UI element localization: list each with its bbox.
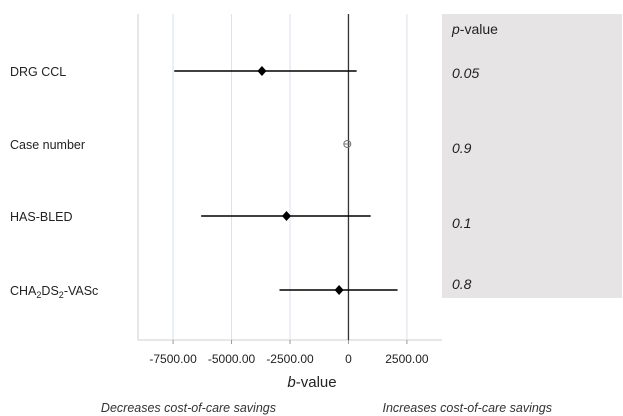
forest-rows: DRG CCL 0.05 Case number 0.9 HAS-BLED 0.1 CHA2…	[10, 65, 479, 300]
category-label: Case number	[10, 138, 85, 152]
category-label: CHA2DS2-VASc	[10, 284, 98, 300]
estimate-marker	[281, 211, 291, 221]
category-label: HAS-BLED	[10, 210, 73, 224]
x-axis-label: b-value	[287, 374, 336, 391]
p-value-panel	[442, 14, 622, 298]
x-tick-label: 0	[345, 352, 352, 366]
p-value: 0.9	[452, 140, 472, 156]
x-tick-label: -7500.00	[149, 352, 197, 366]
p-value-header: p-value	[451, 21, 498, 37]
p-value: 0.05	[452, 65, 479, 81]
x-tick-label: -5000.00	[208, 352, 256, 366]
right-annotation: Increases cost-of-care savings	[382, 401, 552, 415]
estimate-marker	[257, 66, 267, 76]
p-value: 0.8	[452, 276, 472, 292]
x-tick-label: -2500.00	[266, 352, 314, 366]
left-annotation: Decreases cost-of-care savings	[101, 401, 276, 415]
estimate-marker	[334, 285, 344, 295]
x-tick-label: 2500.00	[385, 352, 429, 366]
category-label: DRG CCL	[10, 65, 66, 79]
x-axis-ticks: -7500.00 -5000.00 -2500.00 0 2500.00	[149, 340, 429, 366]
p-value: 0.1	[452, 215, 471, 231]
grid-lines	[172, 14, 408, 340]
